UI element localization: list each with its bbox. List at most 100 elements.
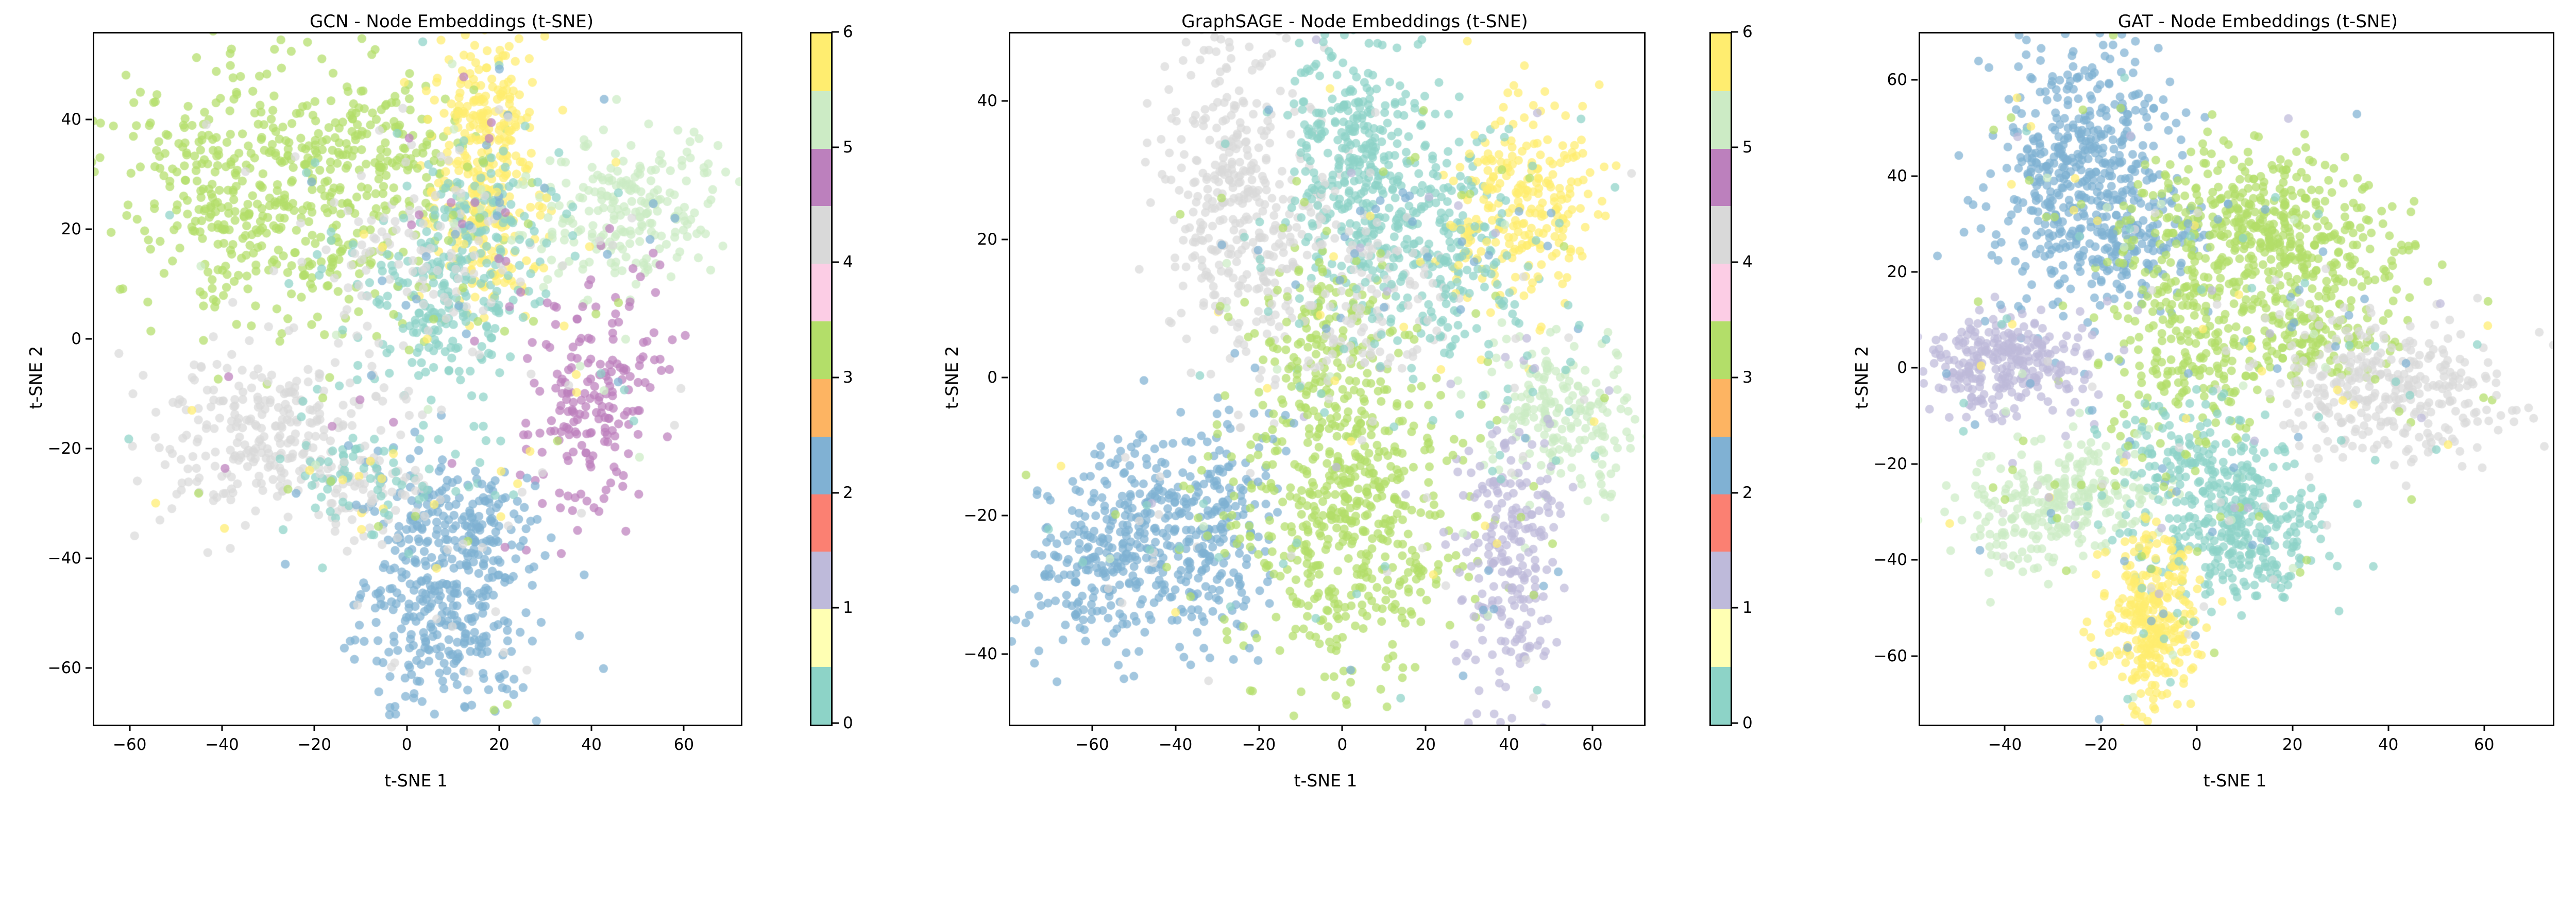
y-tick-label: 0	[71, 330, 81, 349]
colorbar-band	[1711, 264, 1731, 322]
x-tick-mark	[683, 725, 685, 731]
y-tick-mark	[1911, 559, 1918, 561]
colorbar-tick-mark	[1731, 607, 1738, 609]
colorbar-tick-label: 5	[1742, 138, 1753, 157]
x-tick-label: 0	[2191, 735, 2202, 754]
colorbar-band	[811, 321, 831, 379]
colorbar-band	[811, 436, 831, 494]
colorbar-band	[1711, 206, 1731, 264]
y-tick-mark	[1911, 463, 1918, 465]
x-tick-mark	[2196, 725, 2198, 731]
y-tick-mark	[86, 448, 92, 450]
colorbar-band	[811, 667, 831, 725]
x-tick-label: 40	[2378, 735, 2399, 754]
x-tick-mark	[1508, 725, 1510, 731]
y-tick-label: −40	[47, 549, 81, 568]
x-tick-label: 20	[2282, 735, 2303, 754]
colorbar-band	[811, 264, 831, 322]
x-tick-label: 20	[1415, 735, 1436, 754]
y-tick-label: 40	[977, 92, 997, 111]
colorbar-band	[1711, 436, 1731, 494]
colorbar-band	[811, 206, 831, 264]
x-tick-label: −20	[1242, 735, 1276, 754]
x-tick-label: 60	[1582, 735, 1603, 754]
colorbar-band	[811, 33, 831, 91]
colorbar-band	[811, 379, 831, 437]
y-axis-label: t-SNE 2	[1852, 346, 1872, 409]
x-tick-label: −40	[205, 735, 239, 754]
scatter-points	[1920, 33, 2553, 725]
y-tick-mark	[86, 557, 92, 559]
y-tick-mark	[1002, 100, 1008, 102]
y-tick-mark	[86, 338, 92, 340]
scatter-points	[1010, 33, 1644, 725]
y-tick-label: 20	[977, 230, 997, 249]
panel-gat: GAT - Node Embeddings (t-SNE) 60 40 20 0 −20 −…	[1806, 0, 2576, 909]
colorbar-tick-mark	[832, 31, 839, 33]
x-tick-label: 60	[2474, 735, 2495, 754]
panel-title: GCN - Node Embeddings (t-SNE)	[310, 11, 594, 32]
y-tick-mark	[86, 118, 92, 121]
x-axis-label: t-SNE 1	[384, 770, 448, 791]
colorbar-tick-label: 0	[1742, 714, 1753, 732]
y-tick-label: 0	[1897, 358, 1907, 378]
y-tick-mark	[1911, 79, 1918, 81]
colorbar-band	[1711, 552, 1731, 610]
plot-area	[1009, 32, 1646, 726]
colorbar-tick-mark	[1731, 146, 1738, 148]
x-tick-label: 40	[581, 735, 602, 754]
x-tick-mark	[221, 725, 223, 731]
x-tick-label: 40	[1499, 735, 1519, 754]
panel-title: GraphSAGE - Node Embeddings (t-SNE)	[1181, 11, 1528, 32]
y-tick-mark	[1002, 376, 1008, 379]
colorbar-band	[1711, 609, 1731, 667]
colorbar-band	[1711, 494, 1731, 552]
x-tick-mark	[1425, 725, 1427, 731]
y-tick-mark	[86, 667, 92, 669]
x-tick-mark	[2292, 725, 2294, 731]
x-tick-label: −60	[112, 735, 147, 754]
plot-area	[1919, 32, 2554, 726]
y-tick-mark	[1002, 238, 1008, 241]
colorbar-tick-mark	[832, 607, 839, 609]
y-tick-label: 20	[61, 220, 81, 239]
x-tick-mark	[1341, 725, 1343, 731]
y-tick-label: −60	[47, 659, 81, 678]
colorbar-tick-mark	[832, 722, 839, 724]
y-tick-mark	[86, 228, 92, 230]
y-tick-label: −20	[963, 506, 997, 525]
x-tick-label: −40	[1988, 735, 2022, 754]
x-tick-mark	[590, 725, 592, 731]
colorbar-tick-label: 6	[843, 23, 853, 41]
x-tick-label: −20	[2083, 735, 2118, 754]
x-tick-label: 0	[1337, 735, 1348, 754]
y-tick-label: −20	[1873, 454, 1907, 473]
x-tick-mark	[1591, 725, 1594, 731]
x-tick-mark	[2483, 725, 2485, 731]
colorbar-tick-label: 2	[843, 483, 853, 502]
colorbar-tick-label: 4	[1742, 253, 1753, 272]
colorbar-tick-mark	[1731, 722, 1738, 724]
y-tick-mark	[1911, 655, 1918, 657]
x-tick-mark	[406, 725, 408, 731]
y-tick-label: −40	[1873, 551, 1907, 570]
colorbar-tick-label: 1	[1742, 598, 1753, 618]
x-tick-mark	[498, 725, 500, 731]
x-tick-mark	[313, 725, 315, 731]
colorbar-tick-mark	[832, 376, 839, 379]
x-tick-mark	[129, 725, 131, 731]
colorbar-tick-mark	[1731, 261, 1738, 263]
y-tick-label: −60	[1873, 646, 1907, 665]
colorbar-tick-label: 3	[843, 368, 853, 387]
x-tick-mark	[1091, 725, 1093, 731]
colorbar	[1709, 32, 1732, 726]
x-tick-label: 60	[673, 735, 694, 754]
colorbar-band	[1711, 667, 1731, 725]
colorbar-tick-mark	[1731, 31, 1738, 33]
x-tick-mark	[2100, 725, 2102, 731]
colorbar-tick-label: 4	[843, 253, 853, 272]
colorbar-tick-label: 1	[843, 598, 853, 618]
x-tick-mark	[2004, 725, 2006, 731]
y-tick-mark	[1911, 175, 1918, 177]
y-tick-mark	[1002, 653, 1008, 655]
